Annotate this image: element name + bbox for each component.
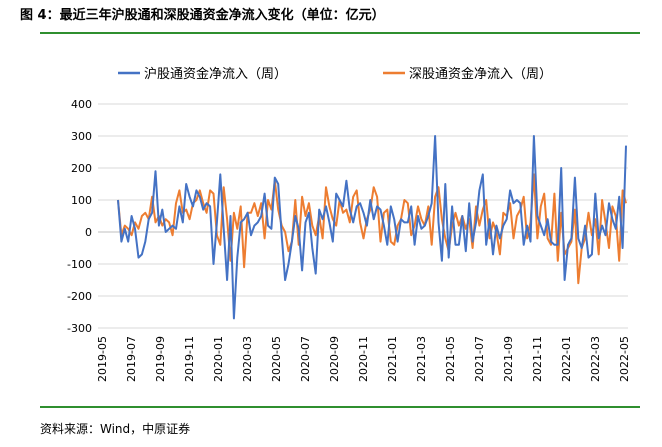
figure-title: 图 4：最近三年沪股通和深股通资金净流入变化（单位：亿元） [20, 8, 385, 23]
y-tick-label: -100 [67, 258, 92, 271]
x-tick-label: 2022-03 [589, 336, 602, 382]
y-tick-label: 400 [71, 98, 92, 111]
x-tick-label: 2020-03 [241, 336, 254, 382]
x-tick-label: 2019-05 [96, 336, 109, 382]
bottom-rule [40, 406, 640, 408]
x-tick-label: 2019-11 [183, 336, 196, 382]
x-tick-label: 2020-05 [270, 336, 283, 382]
y-tick-label: 200 [71, 162, 92, 175]
series-line-sh [117, 135, 627, 320]
x-tick-label: 2020-09 [328, 336, 341, 382]
x-tick-label: 2019-09 [154, 336, 167, 382]
top-rule [40, 32, 640, 34]
y-tick-label: 100 [71, 194, 92, 207]
x-tick-label: 2019-07 [125, 336, 138, 382]
x-tick-label: 2021-07 [473, 336, 486, 382]
y-tick-label: 0 [85, 226, 92, 239]
x-tick-label: 2021-03 [415, 336, 428, 382]
y-tick-label: 300 [71, 130, 92, 143]
series-line-sz [117, 173, 627, 285]
x-tick-label: 2020-11 [357, 336, 370, 382]
legend-label: 沪股通资金净流入（周） [144, 66, 287, 82]
series-lines [117, 135, 627, 320]
x-tick-label: 2021-01 [386, 336, 399, 382]
x-tick-label: 2022-01 [560, 336, 573, 382]
x-tick-label: 2021-11 [531, 336, 544, 382]
x-tick-label: 2020-01 [212, 336, 225, 382]
x-tick-label: 2022-05 [618, 336, 631, 382]
source-note: 资料来源：Wind，中原证券 [40, 422, 191, 436]
legend-label: 深股通资金净流入（周） [409, 66, 552, 82]
x-axis-ticks: 2019-05 2019-07 2019-09 2019-11 2020-01 2020-… [96, 336, 631, 382]
x-tick-label: 2020-07 [299, 336, 312, 382]
legend: 沪股通资金净流入（周） 深股通资金净流入（周） [118, 66, 552, 82]
gridlines [98, 103, 628, 329]
x-tick-label: 2021-05 [444, 336, 457, 382]
y-tick-label: -200 [67, 290, 92, 303]
x-tick-label: 2021-09 [502, 336, 515, 382]
y-axis-ticks: 400 300 200 100 0 -100 -200 -300 [67, 98, 92, 335]
y-tick-label: -300 [67, 322, 92, 335]
